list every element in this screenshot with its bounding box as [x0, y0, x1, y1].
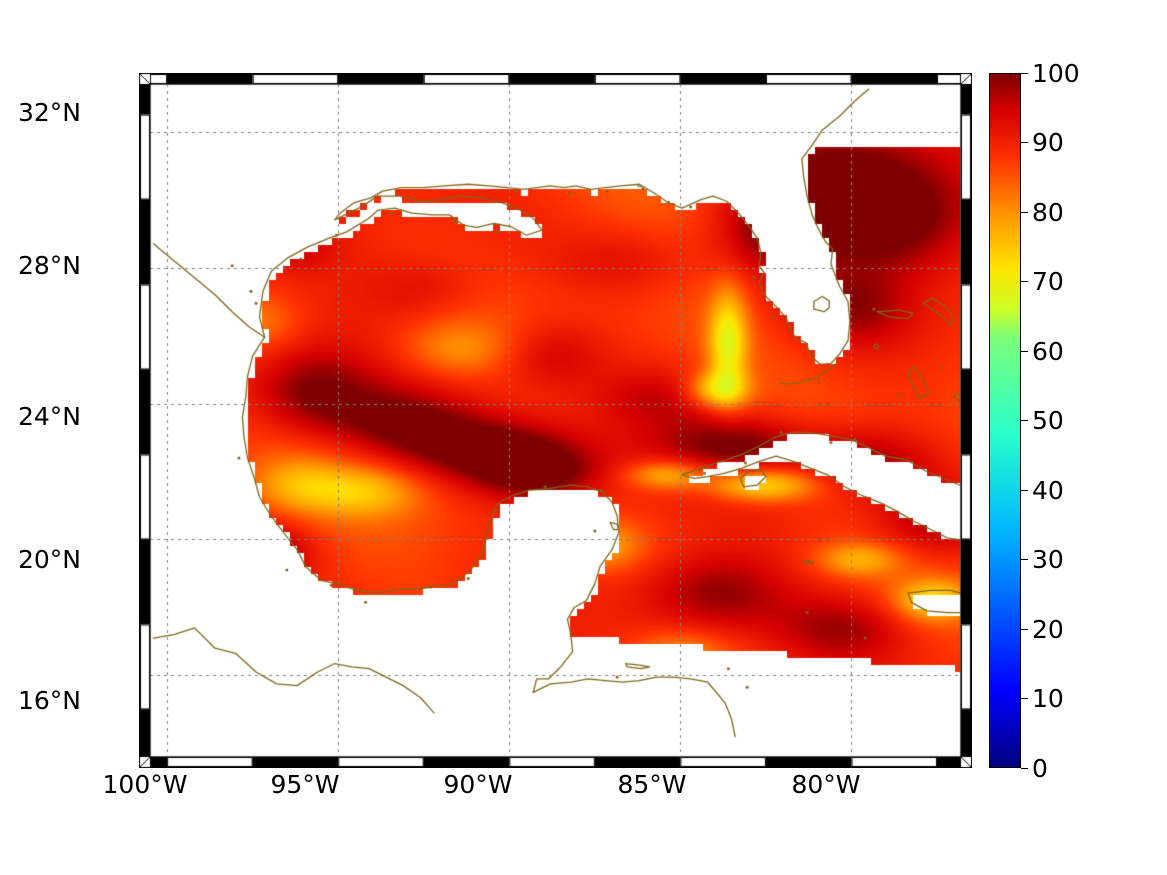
colorbar-label-100: 100: [1032, 59, 1080, 88]
colorbar-tick-10: [1021, 698, 1028, 699]
colorbar-tick-100: [1021, 73, 1028, 74]
y-tick-label-24n: 24°N: [17, 402, 81, 431]
colorbar-tick-0: [1021, 768, 1028, 769]
y-tick-label-20n: 20°N: [17, 545, 81, 574]
colorbar-label-20: 20: [1032, 615, 1064, 644]
colorbar-tick-80: [1021, 212, 1028, 213]
colorbar-tick-50: [1021, 420, 1028, 421]
colorbar-tick-90: [1021, 142, 1028, 143]
y-tick-label-32n: 32°N: [17, 98, 81, 127]
colorbar-label-10: 10: [1032, 684, 1064, 713]
colorbar-gradient: [990, 74, 1020, 767]
colorbar-label-80: 80: [1032, 198, 1064, 227]
x-tick-label-100w: 100°W: [102, 770, 188, 799]
colorbar-label-70: 70: [1032, 267, 1064, 296]
y-tick-label-16n: 16°N: [17, 686, 81, 715]
colorbar-tick-40: [1021, 490, 1028, 491]
colorbar-label-30: 30: [1032, 545, 1064, 574]
x-tick-label-90w: 90°W: [443, 770, 513, 799]
coastline-layer: [150, 84, 961, 757]
colorbar-label-0: 0: [1032, 754, 1048, 783]
colorbar[interactable]: [989, 73, 1021, 768]
x-tick-label-95w: 95°W: [270, 770, 340, 799]
colorbar-tick-30: [1021, 559, 1028, 560]
colorbar-label-50: 50: [1032, 406, 1064, 435]
x-tick-label-85w: 85°W: [617, 770, 687, 799]
x-tick-label-80w: 80°W: [791, 770, 861, 799]
y-tick-label-28n: 28°N: [17, 251, 81, 280]
map-data-area: [150, 84, 961, 757]
colorbar-tick-60: [1021, 351, 1028, 352]
colorbar-tick-70: [1021, 281, 1028, 282]
colorbar-label-90: 90: [1032, 128, 1064, 157]
map-axes[interactable]: [139, 73, 972, 768]
colorbar-label-40: 40: [1032, 476, 1064, 505]
colorbar-label-60: 60: [1032, 337, 1064, 366]
colorbar-tick-20: [1021, 629, 1028, 630]
